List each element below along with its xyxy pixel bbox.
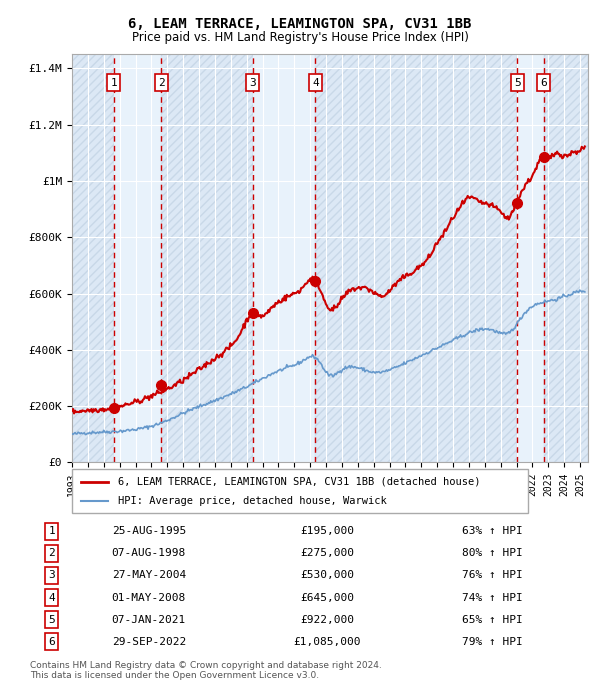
Text: HPI: Average price, detached house, Warwick: HPI: Average price, detached house, Warw… [118,496,386,506]
Text: £275,000: £275,000 [300,548,354,558]
Text: 07-AUG-1998: 07-AUG-1998 [112,548,186,558]
Text: 74% ↑ HPI: 74% ↑ HPI [462,592,523,602]
Text: 07-JAN-2021: 07-JAN-2021 [112,615,186,625]
Text: 4: 4 [48,592,55,602]
Text: 5: 5 [48,615,55,625]
Text: 1: 1 [110,78,117,88]
Text: Contains HM Land Registry data © Crown copyright and database right 2024.
This d: Contains HM Land Registry data © Crown c… [30,661,382,680]
Text: 29-SEP-2022: 29-SEP-2022 [112,636,186,647]
Text: 27-MAY-2004: 27-MAY-2004 [112,571,186,581]
Bar [316,54,517,462]
Text: 65% ↑ HPI: 65% ↑ HPI [462,615,523,625]
Text: £530,000: £530,000 [300,571,354,581]
Text: 76% ↑ HPI: 76% ↑ HPI [462,571,523,581]
Text: 1: 1 [48,526,55,537]
Text: Price paid vs. HM Land Registry's House Price Index (HPI): Price paid vs. HM Land Registry's House … [131,31,469,44]
Text: 63% ↑ HPI: 63% ↑ HPI [462,526,523,537]
Bar [161,54,253,462]
Bar [72,54,113,462]
Bar [517,54,544,462]
Bar [544,54,588,462]
Text: 3: 3 [48,571,55,581]
Text: 6, LEAM TERRACE, LEAMINGTON SPA, CV31 1BB: 6, LEAM TERRACE, LEAMINGTON SPA, CV31 1B… [128,17,472,31]
Text: 79% ↑ HPI: 79% ↑ HPI [462,636,523,647]
FancyBboxPatch shape [72,469,528,513]
Text: 3: 3 [249,78,256,88]
Bar [113,54,161,462]
Bar [544,54,588,462]
Text: 80% ↑ HPI: 80% ↑ HPI [462,548,523,558]
Bar [161,54,253,462]
Text: £645,000: £645,000 [300,592,354,602]
Text: £195,000: £195,000 [300,526,354,537]
Text: 6: 6 [541,78,547,88]
Text: 25-AUG-1995: 25-AUG-1995 [112,526,186,537]
Text: 01-MAY-2008: 01-MAY-2008 [112,592,186,602]
Text: 6, LEAM TERRACE, LEAMINGTON SPA, CV31 1BB (detached house): 6, LEAM TERRACE, LEAMINGTON SPA, CV31 1B… [118,477,480,487]
Bar [253,54,316,462]
Text: 6: 6 [48,636,55,647]
Bar [72,54,113,462]
Text: 2: 2 [48,548,55,558]
Text: £922,000: £922,000 [300,615,354,625]
Text: 5: 5 [514,78,521,88]
Bar [316,54,517,462]
Text: 2: 2 [158,78,164,88]
Text: £1,085,000: £1,085,000 [293,636,361,647]
Text: 4: 4 [312,78,319,88]
